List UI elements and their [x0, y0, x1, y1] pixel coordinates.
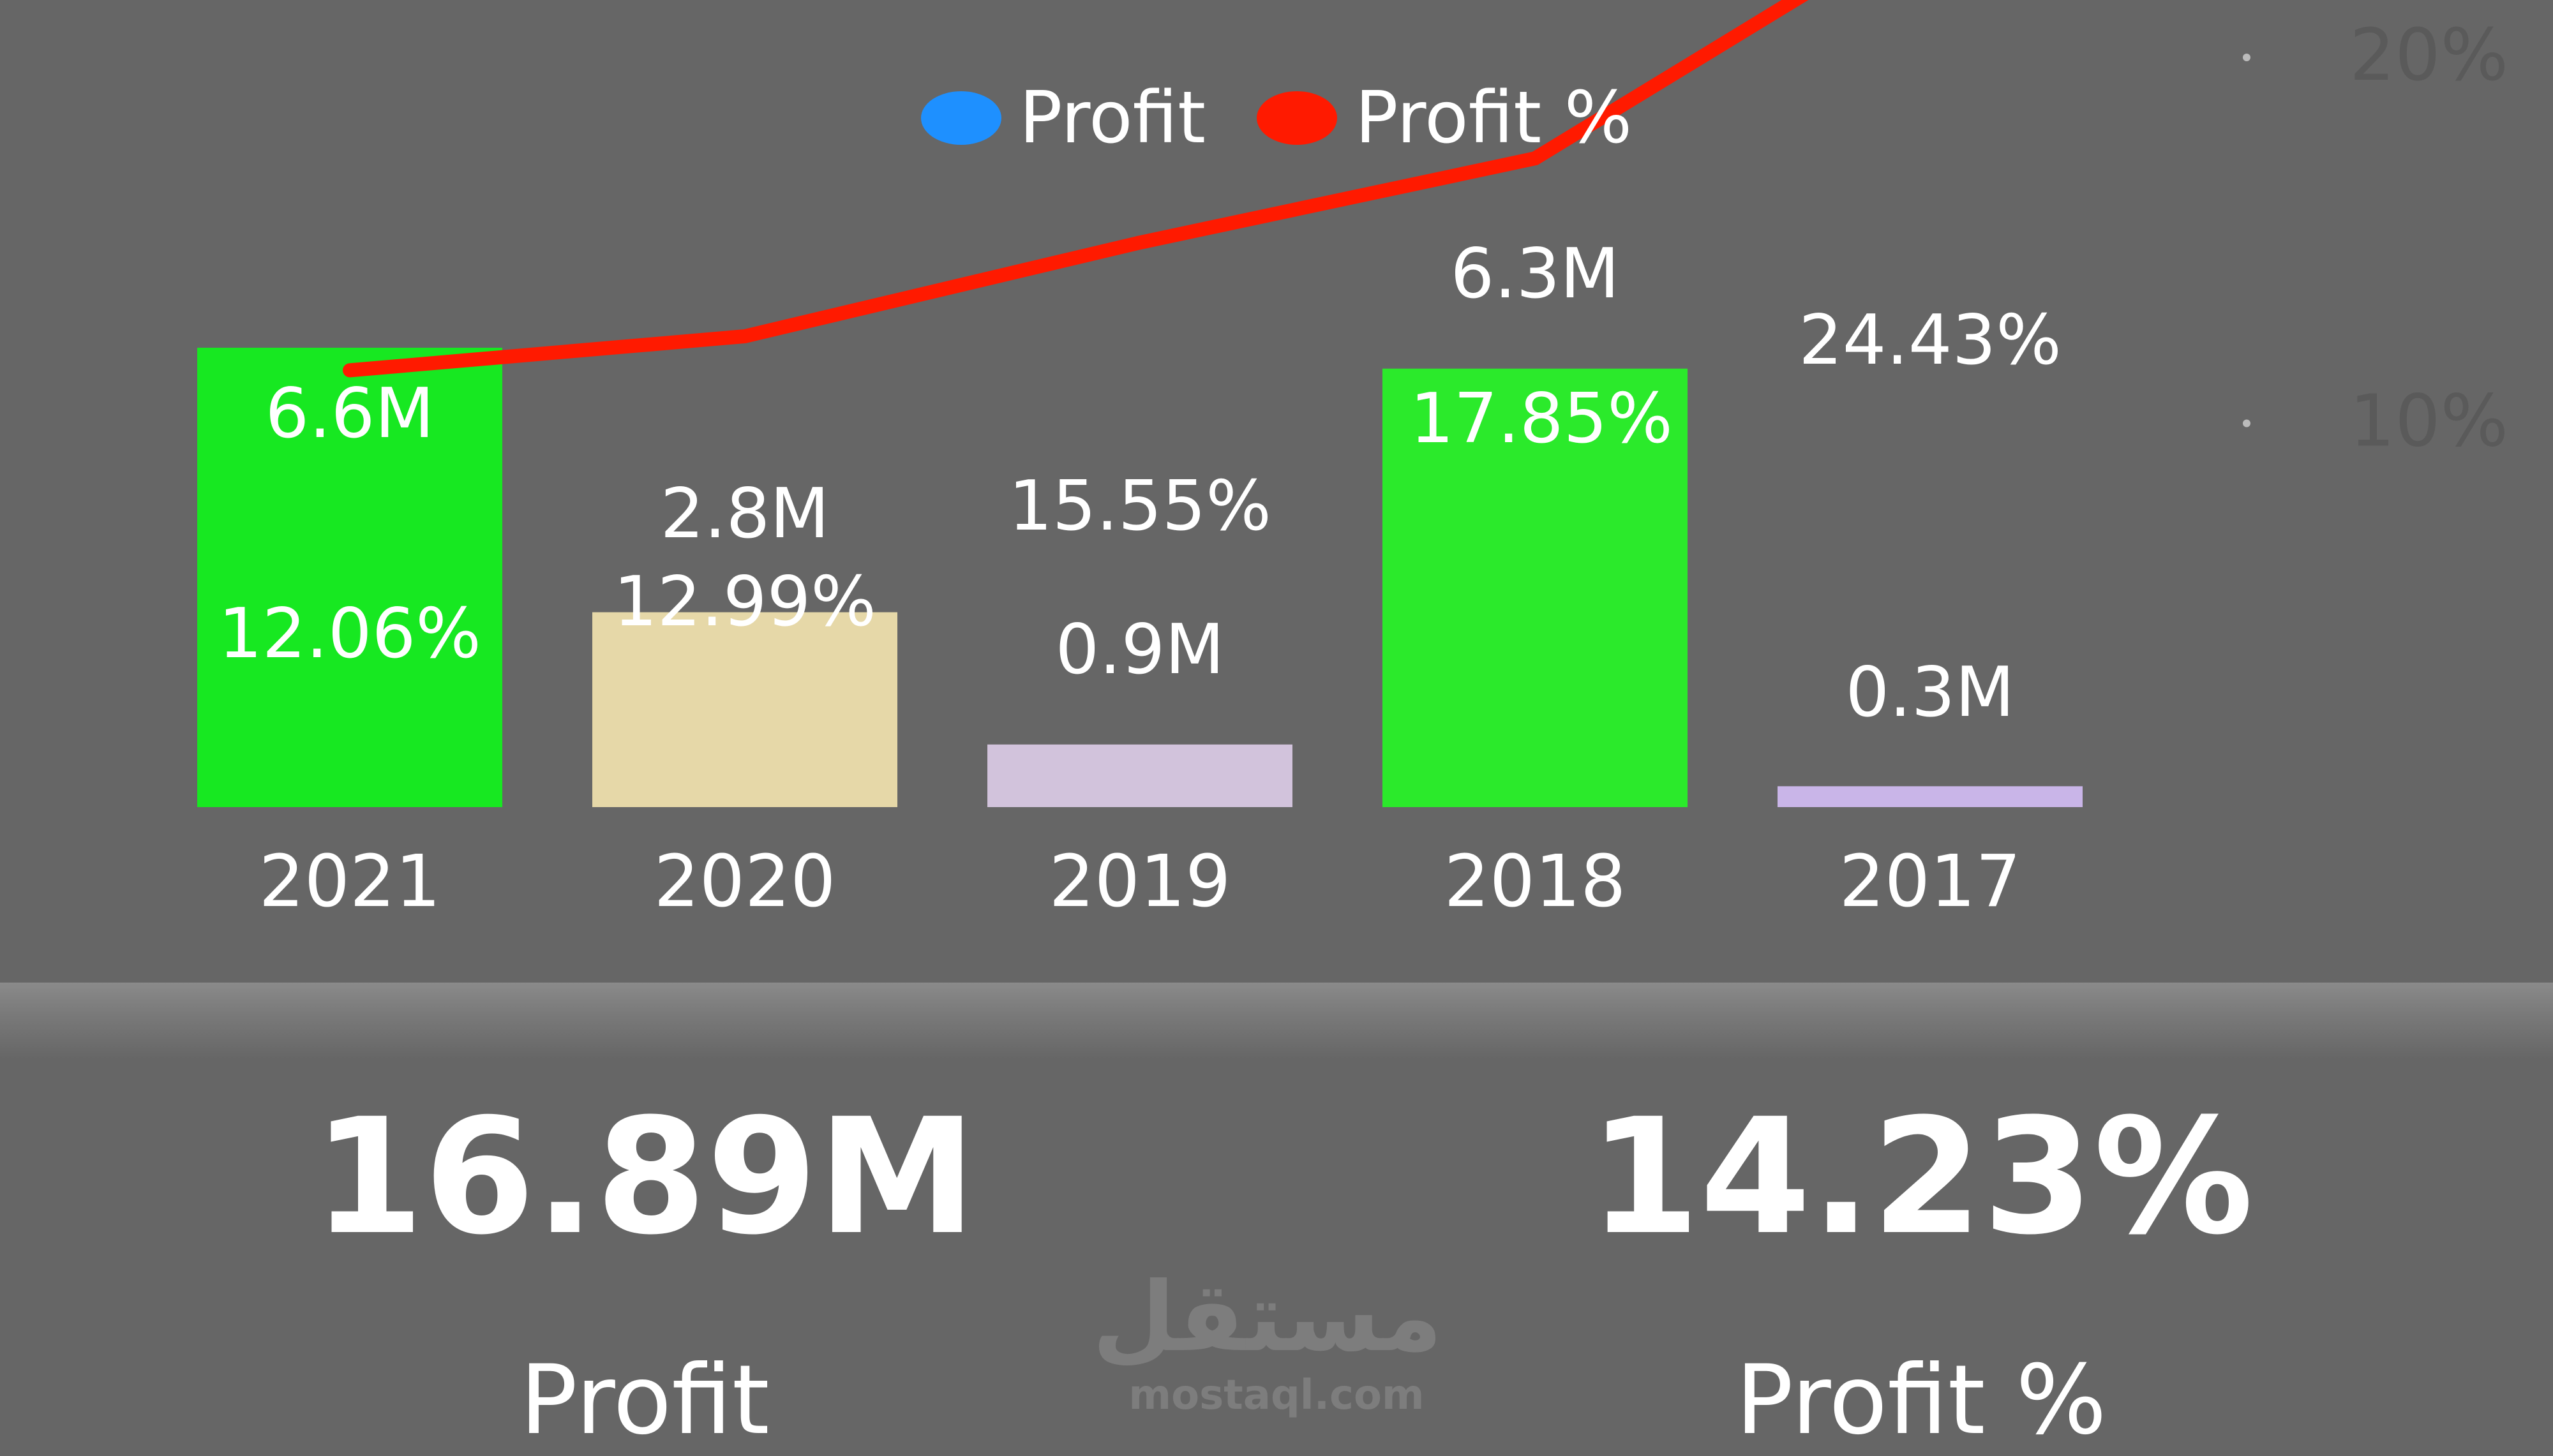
line-value-label: 15.55% — [1008, 466, 1271, 546]
line-value-label: 12.99% — [613, 562, 876, 642]
x-tick-label: 2018 — [1444, 840, 1626, 923]
bar-value-label: 0.9M — [1056, 610, 1225, 690]
y2-tick-mark — [2243, 54, 2250, 61]
x-tick-label: 2021 — [258, 840, 440, 923]
kpi-card-profit: 16.89M Profit — [230, 1084, 1059, 1456]
watermark-logo: مستقل — [1092, 1262, 1442, 1373]
section-divider — [0, 983, 2553, 1059]
bar-2018 — [1382, 368, 1688, 807]
line-value-label: 12.06% — [218, 594, 481, 674]
kpi-card-profit-pct: 14.23% Profit % — [1506, 1084, 2336, 1456]
line-value-label: 24.43% — [1799, 301, 2062, 380]
bar-2021 — [197, 348, 502, 807]
x-tick-label: 2019 — [1049, 840, 1231, 923]
y2-tick-label: 10% — [2349, 380, 2508, 463]
bar-2020 — [592, 612, 897, 807]
kpi-profit-pct-label: Profit % — [1735, 1345, 2107, 1456]
bar-2017 — [1778, 786, 2083, 807]
line-value-label: 17.85% — [1410, 379, 1673, 459]
bar-value-label: 6.3M — [1451, 234, 1620, 314]
kpi-profit-label: Profit — [520, 1345, 770, 1456]
chart-legend: Profit Profit % — [0, 77, 2553, 160]
watermark-url: mostaql.com — [1128, 1372, 1425, 1419]
kpi-profit-value: 16.89M — [313, 1084, 977, 1270]
legend-label-profit: Profit — [1019, 77, 1206, 160]
mostaql-watermark: مستقل mostaql.com — [1092, 1262, 1442, 1419]
legend-label-profit-pct: Profit % — [1354, 77, 1633, 160]
bar-value-label: 0.3M — [1846, 653, 2015, 732]
kpi-profit-pct-value: 14.23% — [1589, 1084, 2254, 1270]
profit-pct-line — [343, 0, 1809, 378]
x-tick-label: 2020 — [654, 840, 835, 923]
legend-swatch-profit — [920, 91, 1001, 145]
legend-swatch-profit-pct — [1256, 91, 1337, 145]
bar-value-label: 2.8M — [661, 474, 830, 554]
legend-item-profit-pct[interactable]: Profit % — [1256, 77, 1633, 160]
bar-2019 — [987, 744, 1292, 807]
y2-tick-mark — [2243, 419, 2250, 427]
y2-tick-label: 20% — [2349, 14, 2508, 97]
x-tick-label: 2017 — [1839, 840, 2021, 923]
bar-value-label: 6.6M — [266, 374, 435, 454]
legend-item-profit[interactable]: Profit — [920, 77, 1206, 160]
combo-chart: 2021 2020 2019 2018 2017 20% 10% 6.6M 2.8M 0.9M 6.… — [197, 0, 2508, 923]
